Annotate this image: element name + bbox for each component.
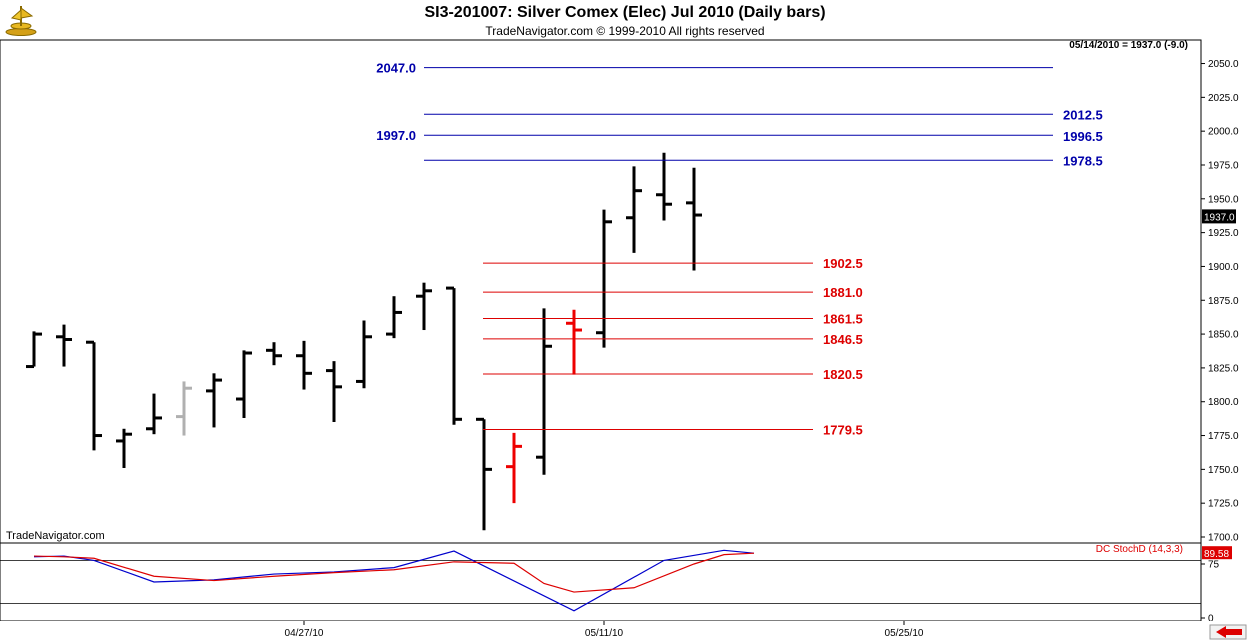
price-bar xyxy=(446,286,462,425)
price-bar xyxy=(686,167,702,271)
price-tick-label: 1975.0 xyxy=(1208,160,1239,171)
level-label: 1779.5 xyxy=(823,422,863,437)
price-bar xyxy=(656,152,672,221)
price-tick-label: 1775.0 xyxy=(1208,431,1239,442)
price-bar xyxy=(596,209,612,348)
last-price-label: 1937.0 xyxy=(1204,212,1235,223)
level-lines: 2047.0 2012.5 1997.0 1996.5 1978.5 1902.5 1881… xyxy=(376,61,1103,438)
price-bar xyxy=(56,324,72,367)
price-tick-label: 2000.0 xyxy=(1208,127,1239,138)
scroll-left-icon[interactable] xyxy=(1209,624,1247,640)
stoch-value-badge xyxy=(1202,546,1232,560)
stoch-red-line xyxy=(33,552,755,593)
price-bar xyxy=(176,381,192,436)
x-tick-label: 05/11/10 xyxy=(585,628,624,639)
x-axis-area xyxy=(0,621,1250,643)
x-axis: 04/27/10 05/11/10 05/25/10 xyxy=(0,621,1250,643)
price-bar xyxy=(566,309,582,375)
stoch-blue-line xyxy=(33,549,755,612)
level-label: 1996.5 xyxy=(1063,129,1103,144)
price-bar xyxy=(236,350,252,418)
arrow-left-icon xyxy=(1216,626,1242,638)
level-label: 1846.5 xyxy=(823,332,863,347)
last-info-label: 05/14/2010 = 1937.0 (-9.0) xyxy=(1069,40,1188,51)
stoch-title: DC StochD (14,3,3) xyxy=(1096,544,1183,555)
last-price-badge xyxy=(1202,209,1236,224)
price-bar xyxy=(26,331,42,369)
chart-title: SI3-201007: Silver Comex (Elec) Jul 2010… xyxy=(424,4,826,21)
price-bar xyxy=(536,308,552,475)
price-panel-border xyxy=(0,39,1202,544)
x-tick-label: 05/25/10 xyxy=(885,628,924,639)
price-bar xyxy=(206,373,222,428)
stoch-tick-label: 75 xyxy=(1208,560,1220,571)
price-bar xyxy=(506,432,522,504)
price-bar xyxy=(86,340,102,451)
price-tick-label: 2050.0 xyxy=(1208,59,1239,70)
level-label: 2047.0 xyxy=(376,61,416,76)
stoch-guides xyxy=(0,560,1201,604)
level-label: 1861.5 xyxy=(823,312,863,327)
level-label: 1820.5 xyxy=(823,367,863,382)
level-label: 1881.0 xyxy=(823,285,863,300)
price-bar xyxy=(266,342,282,366)
trade-navigator-logo-icon xyxy=(5,6,37,36)
price-bar xyxy=(626,166,642,253)
price-tick-label: 1800.0 xyxy=(1208,397,1239,408)
stoch-value-label: 89.58 xyxy=(1204,549,1229,560)
price-tick-label: 1900.0 xyxy=(1208,262,1239,273)
price-bar xyxy=(296,340,312,390)
stoch-tick-label: 0 xyxy=(1208,614,1214,625)
price-tick-label: 1725.0 xyxy=(1208,499,1239,510)
level-label: 2012.5 xyxy=(1063,107,1103,122)
chart-header: SI3-201007: Silver Comex (Elec) Jul 2010… xyxy=(0,0,1250,40)
price-tick-label: 1950.0 xyxy=(1208,194,1239,205)
price-tick-label: 1925.0 xyxy=(1208,228,1239,239)
price-tick-label: 1825.0 xyxy=(1208,363,1239,374)
price-bar xyxy=(356,320,372,389)
price-bar xyxy=(116,428,132,469)
price-tick-label: 1700.0 xyxy=(1208,533,1239,544)
price-panel: 2047.0 2012.5 1997.0 1996.5 1978.5 1902.5 1881… xyxy=(0,39,1202,544)
price-tick-label: 2025.0 xyxy=(1208,93,1239,104)
stoch-axis: 75 0 89.58 xyxy=(1201,546,1232,625)
price-bar xyxy=(386,296,402,339)
level-label: 1997.0 xyxy=(376,128,416,143)
x-tick-label: 04/27/10 xyxy=(285,628,324,639)
copyright-subtitle: TradeNavigator.com © 1999-2010 All right… xyxy=(485,24,765,38)
stoch-panel: DC StochD (14,3,3) xyxy=(0,542,1202,622)
watermark: TradeNavigator.com xyxy=(6,530,105,542)
stoch-lines xyxy=(33,549,755,612)
price-tick-label: 1875.0 xyxy=(1208,296,1239,307)
price-axis: 2050.0 2025.0 2000.0 1975.0 1950.0 1925.0 1900… xyxy=(1201,59,1239,544)
price-bar xyxy=(476,417,492,531)
price-bar xyxy=(326,361,342,423)
stoch-panel-border xyxy=(0,542,1202,622)
price-tick-label: 1850.0 xyxy=(1208,330,1239,341)
price-bars xyxy=(26,152,702,531)
price-tick-label: 1750.0 xyxy=(1208,465,1239,476)
level-label: 1902.5 xyxy=(823,256,863,271)
price-bar xyxy=(146,393,162,435)
price-bar xyxy=(416,282,432,331)
level-label: 1978.5 xyxy=(1063,153,1103,168)
